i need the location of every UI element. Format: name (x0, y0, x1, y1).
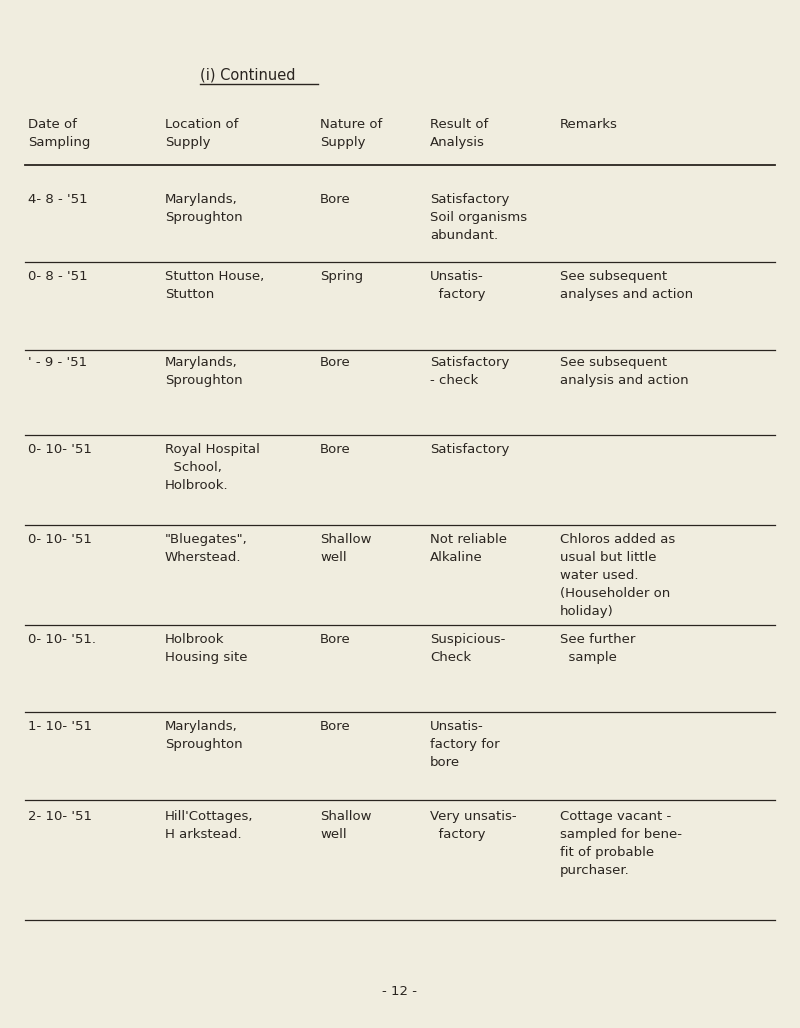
Text: Spring: Spring (320, 270, 363, 283)
Text: Royal Hospital
  School,
Holbrook.: Royal Hospital School, Holbrook. (165, 443, 260, 492)
Text: Bore: Bore (320, 720, 350, 733)
Text: Bore: Bore (320, 356, 350, 369)
Text: 2- 10- '51: 2- 10- '51 (28, 810, 92, 823)
Text: Nature of
Supply: Nature of Supply (320, 118, 382, 149)
Text: ' - 9 - '51: ' - 9 - '51 (28, 356, 87, 369)
Text: - 12 -: - 12 - (382, 985, 418, 998)
Text: "Bluegates",
Wherstead.: "Bluegates", Wherstead. (165, 533, 248, 564)
Text: Satisfactory: Satisfactory (430, 443, 510, 456)
Text: Bore: Bore (320, 443, 350, 456)
Text: Satisfactory
- check: Satisfactory - check (430, 356, 510, 387)
Text: 0- 10- '51: 0- 10- '51 (28, 443, 92, 456)
Text: Shallow
well: Shallow well (320, 810, 371, 841)
Text: Date of
Sampling: Date of Sampling (28, 118, 90, 149)
Text: 1- 10- '51: 1- 10- '51 (28, 720, 92, 733)
Text: Not reliable
Alkaline: Not reliable Alkaline (430, 533, 507, 564)
Text: 0- 10- '51.: 0- 10- '51. (28, 633, 96, 646)
Text: Suspicious-
Check: Suspicious- Check (430, 633, 506, 664)
Text: Marylands,
Sproughton: Marylands, Sproughton (165, 193, 242, 224)
Text: Stutton House,
Stutton: Stutton House, Stutton (165, 270, 264, 301)
Text: Bore: Bore (320, 633, 350, 646)
Text: Cottage vacant -
sampled for bene-
fit of probable
purchaser.: Cottage vacant - sampled for bene- fit o… (560, 810, 682, 877)
Text: Shallow
well: Shallow well (320, 533, 371, 564)
Text: See further
  sample: See further sample (560, 633, 635, 664)
Text: Chloros added as
usual but little
water used.
(Householder on
holiday): Chloros added as usual but little water … (560, 533, 675, 618)
Text: Hill'Cottages,
H arkstead.: Hill'Cottages, H arkstead. (165, 810, 254, 841)
Text: Unsatis-
factory for
bore: Unsatis- factory for bore (430, 720, 500, 769)
Text: See subsequent
analyses and action: See subsequent analyses and action (560, 270, 693, 301)
Text: 0- 8 - '51: 0- 8 - '51 (28, 270, 88, 283)
Text: See subsequent
analysis and action: See subsequent analysis and action (560, 356, 689, 387)
Text: (i) Continued: (i) Continued (200, 68, 295, 83)
Text: 0- 10- '51: 0- 10- '51 (28, 533, 92, 546)
Text: 4- 8 - '51: 4- 8 - '51 (28, 193, 88, 206)
Text: Unsatis-
  factory: Unsatis- factory (430, 270, 486, 301)
Text: Marylands,
Sproughton: Marylands, Sproughton (165, 720, 242, 751)
Text: Satisfactory
Soil organisms
abundant.: Satisfactory Soil organisms abundant. (430, 193, 527, 242)
Text: Very unsatis-
  factory: Very unsatis- factory (430, 810, 517, 841)
Text: Location of
Supply: Location of Supply (165, 118, 238, 149)
Text: Result of
Analysis: Result of Analysis (430, 118, 488, 149)
Text: Marylands,
Sproughton: Marylands, Sproughton (165, 356, 242, 387)
Text: Remarks: Remarks (560, 118, 618, 131)
Text: Bore: Bore (320, 193, 350, 206)
Text: Holbrook
Housing site: Holbrook Housing site (165, 633, 247, 664)
